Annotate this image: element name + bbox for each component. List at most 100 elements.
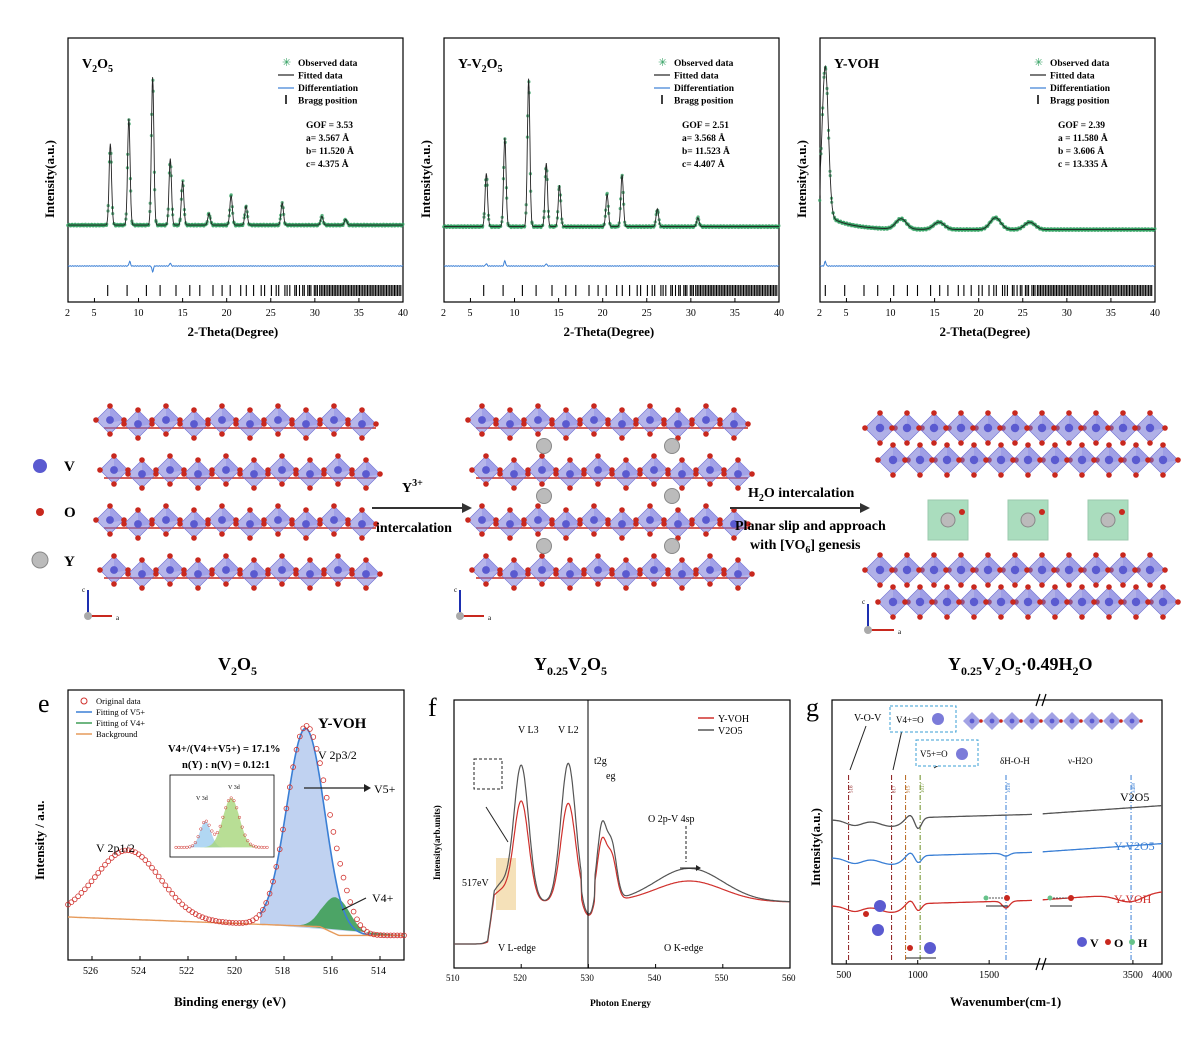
o-atom — [917, 584, 923, 590]
o-atom — [205, 517, 211, 523]
o-atom — [167, 581, 173, 587]
o-atom — [661, 517, 667, 523]
vo-polyhedron — [153, 453, 187, 487]
ftir-crystal-v-atom — [1029, 718, 1035, 724]
vo-polyhedron — [497, 557, 531, 591]
inset-data-point — [191, 844, 195, 848]
o-atom — [985, 552, 991, 558]
o-atom — [563, 407, 569, 413]
vo-polyhedron — [469, 553, 503, 587]
original-data-point — [370, 931, 377, 938]
f-zoom-box — [473, 758, 503, 790]
vo-polyhedron — [693, 453, 727, 487]
v-atom — [678, 470, 686, 478]
original-data-point — [172, 894, 179, 901]
f-zoom-pointer — [485, 806, 509, 843]
v-atom — [246, 420, 254, 428]
o-atom — [307, 585, 313, 591]
o-atom — [497, 471, 503, 477]
o-atom — [479, 431, 485, 437]
xrd-stat: a= 3.567 Å — [306, 132, 349, 144]
original-data-point — [330, 829, 337, 835]
vo-polyhedron — [929, 584, 965, 620]
y-atom — [536, 438, 552, 454]
e-xlabel: Binding energy (eV) — [174, 994, 286, 1009]
vo-polyhedron — [1145, 584, 1181, 620]
v-atom — [902, 565, 912, 575]
v-atom — [138, 570, 146, 578]
o-atom — [1079, 442, 1085, 448]
x-tick-label: 522 — [179, 966, 194, 977]
v-atom — [1023, 597, 1033, 607]
o-atom — [1120, 440, 1126, 446]
f-517-label: 517eV — [462, 878, 489, 889]
g-series-y-v2o5: Y-V2O5 — [1114, 839, 1155, 853]
x-tick-label: 20 — [222, 308, 232, 319]
v-atom — [482, 466, 490, 474]
o-atom — [335, 581, 341, 587]
vo-polyhedron — [469, 453, 503, 487]
planar-slip-label: Planar slip and approach — [735, 519, 886, 534]
o-atom — [233, 521, 239, 527]
o-atom — [493, 421, 499, 427]
v2o5-structure: ca — [82, 403, 383, 622]
o-atom — [1120, 410, 1126, 416]
vo-polyhedron — [717, 407, 751, 441]
differentiation-line — [819, 260, 1156, 267]
o-atom — [1105, 567, 1111, 573]
o-atom — [1066, 440, 1072, 446]
vo-polyhedron — [875, 442, 911, 478]
o-atom — [363, 585, 369, 591]
o-atom — [261, 421, 267, 427]
x-tick-label: 530 — [580, 973, 594, 983]
y-atom — [1100, 512, 1116, 528]
o-atom — [511, 585, 517, 591]
o-atom — [293, 571, 299, 577]
vo-polyhedron — [289, 407, 323, 441]
o-atom — [261, 417, 267, 423]
o-atom — [111, 581, 117, 587]
g-legend-v-icon — [1077, 937, 1087, 947]
vo-polyhedron — [321, 553, 355, 587]
o-atom — [956, 457, 962, 463]
v-atom — [730, 520, 738, 528]
o-atom — [707, 453, 713, 459]
o-atom — [469, 467, 475, 473]
o-atom — [275, 403, 281, 409]
o-atom — [525, 467, 531, 473]
vo6-green-polyhedron — [1007, 499, 1049, 541]
o-atom — [998, 472, 1004, 478]
x-tick-label: 35 — [730, 308, 740, 319]
original-data-point — [260, 906, 266, 913]
vo-polyhedron — [983, 584, 1019, 620]
xrd-panel-3: 2 5 10 15 20 25 30 35 402-Theta(Degree)Intensity… — [794, 37, 1160, 339]
o-atom — [251, 585, 257, 591]
o-atom — [237, 567, 243, 573]
v-atom — [1037, 423, 1047, 433]
vo-polyhedron — [1037, 584, 1073, 620]
original-data-series — [65, 723, 407, 939]
original-data-point — [296, 733, 303, 740]
o-atom — [943, 425, 949, 431]
v-atom — [888, 597, 898, 607]
original-data-point — [162, 882, 169, 889]
o-atom — [1039, 440, 1045, 446]
x-tick-label: 4000 — [1152, 970, 1172, 981]
o-atom — [929, 457, 935, 463]
original-data-point — [182, 904, 189, 911]
o-atom — [675, 507, 681, 513]
axis-origin — [84, 612, 92, 620]
o-atom — [331, 403, 337, 409]
o-atom — [307, 557, 313, 563]
v-atom — [646, 416, 654, 424]
o-atom — [577, 521, 583, 527]
g-legend-o: O — [1114, 936, 1123, 950]
v-atom — [594, 566, 602, 574]
o-atom — [1106, 472, 1112, 478]
xrd-stat: a= 3.568 Å — [682, 132, 725, 144]
o-atom — [153, 467, 159, 473]
xrd-stat: GOF = 2.51 — [682, 121, 729, 131]
o-atom — [223, 553, 229, 559]
o-atom — [549, 521, 555, 527]
e-sample-label: Y-VOH — [318, 716, 367, 732]
